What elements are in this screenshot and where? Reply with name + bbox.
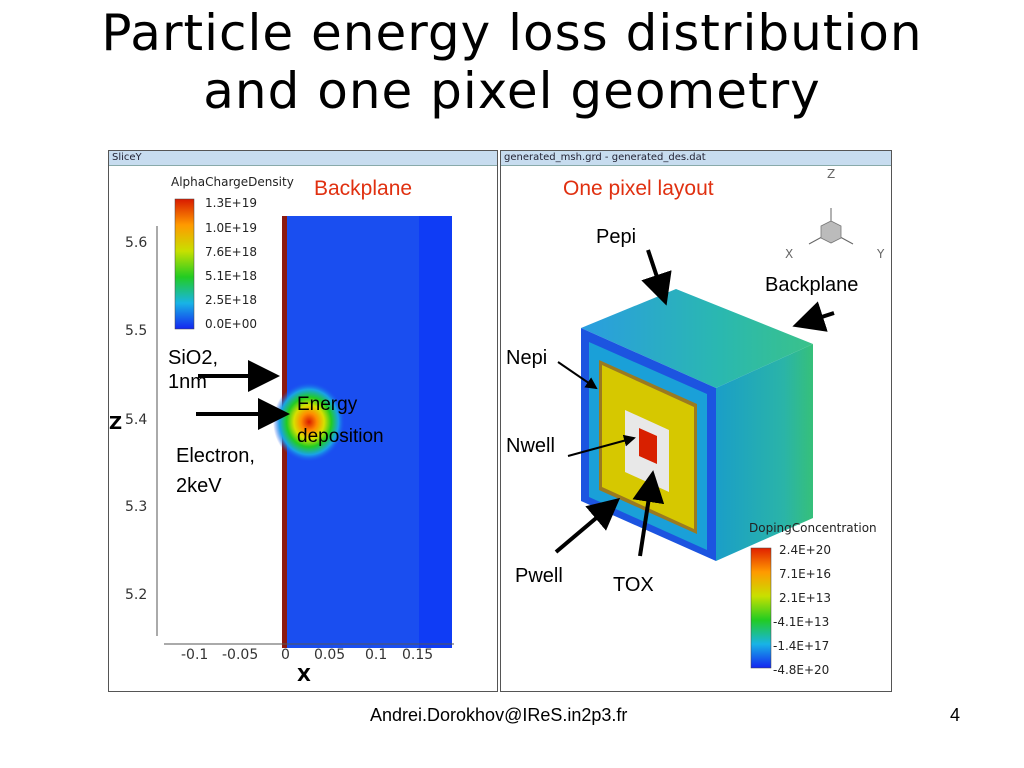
energy-label: Energy	[297, 394, 358, 415]
energy-deposition-spot	[273, 382, 345, 462]
slide-title: Particle energy loss distribution and on…	[0, 4, 1024, 120]
nepi-label: Nepi	[506, 347, 548, 369]
charge-legend-value: 5.1E+18	[205, 269, 257, 283]
doping-legend-value: 2.4E+20	[779, 543, 831, 557]
doping-legend-value: -4.1E+13	[773, 615, 830, 629]
footer-email: Andrei.Dorokhov@IReS.in2p3.fr	[370, 705, 628, 725]
charge-density-plot	[156, 198, 454, 648]
nwell-label: Nwell	[506, 435, 555, 457]
title-line-1: Particle energy loss distribution	[101, 4, 923, 62]
cube-top-face	[581, 289, 813, 388]
axis-x-label: X	[785, 247, 794, 261]
axis-triad-cube	[820, 220, 842, 244]
charge-legend-title: AlphaChargeDensity	[171, 175, 294, 189]
backplane-band	[419, 216, 452, 648]
y-tick-label: 5.5	[125, 323, 148, 339]
axis-y-label: Y	[877, 247, 885, 261]
title-line-2: and one pixel geometry	[203, 62, 821, 120]
slice-y-panel: SliceY	[108, 150, 498, 692]
pixel-layout-panel-header: generated_msh.grd - generated_des.dat	[501, 151, 891, 166]
tox-arrow	[632, 470, 665, 557]
nwell-arrow	[567, 434, 636, 457]
doping-legend-value: -4.8E+20	[773, 663, 830, 677]
charge-legend-value: 1.0E+19	[205, 221, 257, 235]
pixel-layout-panel: generated_msh.grd - generated_des.dat	[500, 150, 892, 692]
charge-legend-value: 7.6E+18	[205, 245, 257, 259]
x-tick-label: 0.1	[365, 647, 388, 663]
y-tick-label: 5.4	[125, 412, 148, 428]
electron-energy-label: 2keV	[176, 475, 222, 497]
slice-y-panel-header: SliceY	[109, 151, 497, 166]
cube-side-face	[716, 344, 813, 561]
x-tick-label: -0.1	[181, 647, 209, 663]
y-tick-label: 5.3	[125, 499, 148, 515]
doping-legend-bar	[750, 547, 772, 669]
pixel-layout-overlay-label: One pixel layout	[563, 177, 714, 200]
backplane-arrow	[792, 301, 835, 332]
page-number: 4	[950, 705, 961, 725]
pixel-core	[639, 428, 657, 464]
pwell-arrow	[554, 497, 621, 554]
x-tick-label: 0	[281, 647, 290, 663]
doping-legend-value: -1.4E+17	[773, 639, 830, 653]
axis-z-label: Z	[827, 167, 836, 181]
charge-legend-bar	[174, 198, 195, 330]
charge-legend-value: 0.0E+00	[205, 317, 257, 331]
backplane-overlay-label: Backplane	[314, 177, 413, 200]
doping-legend-value: 2.1E+13	[779, 591, 831, 605]
x-tick-label: 0.15	[402, 647, 434, 663]
pepi-arrow	[641, 249, 672, 306]
doping-legend-title: DopingConcentration	[749, 521, 877, 535]
electron-label: Electron,	[176, 445, 255, 467]
pepi-label: Pepi	[596, 226, 637, 248]
y-tick-label: 5.6	[125, 235, 148, 251]
y-tick-label: 5.2	[125, 587, 148, 603]
x-tick-label: -0.05	[222, 647, 259, 663]
deposition-label: deposition	[297, 426, 384, 447]
backplane-label: Backplane	[765, 274, 859, 296]
x-tick-label: 0.05	[314, 647, 346, 663]
doping-legend-value: 7.1E+16	[779, 567, 831, 581]
x-axis-label: X	[297, 665, 311, 686]
charge-legend-value: 2.5E+18	[205, 293, 257, 307]
charge-legend-value: 1.3E+19	[205, 196, 257, 210]
sio2-thickness-label: 1nm	[168, 371, 207, 393]
y-axis-label: Z	[109, 413, 123, 434]
sio2-label: SiO2,	[168, 347, 219, 369]
pixel-cube-view	[581, 208, 854, 669]
nepi-arrow	[557, 361, 598, 390]
tox-label: TOX	[613, 574, 654, 596]
pwell-label: Pwell	[515, 565, 563, 587]
